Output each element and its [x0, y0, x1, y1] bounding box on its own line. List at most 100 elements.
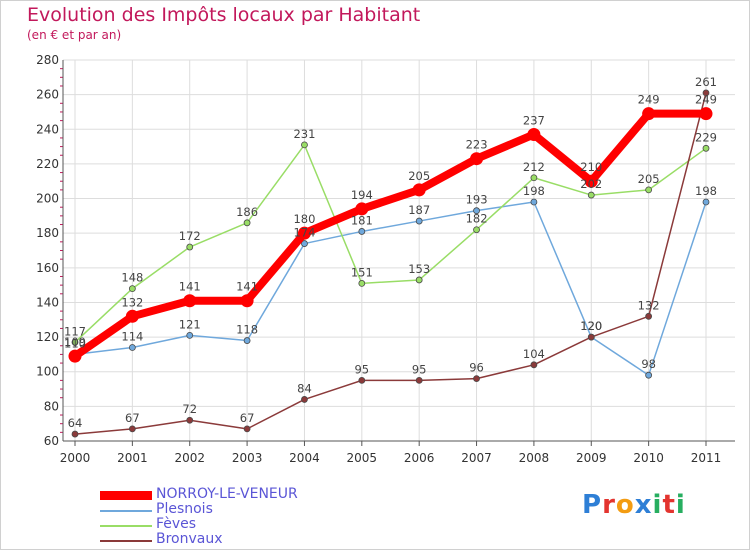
data-label: 186: [236, 205, 258, 219]
data-label: 84: [297, 381, 312, 395]
legend-item-plesnois: Plesnois: [100, 501, 360, 519]
x-tick-label: 2007: [461, 451, 492, 465]
series-line-3: [74, 92, 707, 435]
data-point: [243, 337, 251, 344]
x-tick-label: 2004: [289, 451, 320, 465]
y-tick-label: 100: [36, 365, 59, 379]
chart-title: Evolution des Impôts locaux par Habitant: [27, 4, 421, 26]
data-label: 198: [523, 184, 545, 198]
data-point: [186, 243, 194, 251]
data-label: 181: [351, 213, 373, 227]
data-label: 114: [121, 329, 143, 343]
data-point: [128, 425, 136, 433]
data-point: [702, 144, 710, 152]
data-point: [645, 186, 653, 194]
data-label: 67: [240, 411, 255, 425]
data-point: [584, 174, 598, 188]
data-label: 148: [121, 271, 143, 285]
data-label: 117: [64, 324, 86, 338]
data-point: [243, 425, 251, 433]
data-label: 141: [179, 280, 201, 294]
logo-letter: t: [662, 490, 676, 520]
data-point: [358, 228, 366, 235]
data-label: 132: [638, 298, 660, 312]
data-point: [183, 294, 197, 308]
data-point: [587, 333, 595, 341]
data-point: [128, 285, 136, 293]
data-label: 187: [408, 203, 430, 217]
data-point: [186, 331, 194, 339]
legend-label-norroy: NORROY-LE-VENEUR: [156, 486, 298, 502]
data-label: 141: [236, 280, 258, 294]
y-tick-label: 240: [36, 122, 59, 136]
data-label: 132: [121, 295, 143, 309]
logo-letter: r: [602, 490, 616, 520]
legend-label-bronvaux: Bronvaux: [156, 531, 223, 547]
data-label: 172: [179, 229, 201, 243]
data-label: 229: [695, 130, 717, 144]
data-label: 193: [466, 193, 488, 207]
data-label: 223: [466, 138, 488, 152]
y-tick-label: 180: [36, 226, 59, 240]
y-tick-label: 220: [36, 157, 59, 171]
data-label: 95: [354, 362, 369, 376]
logo-letter: i: [675, 490, 686, 520]
legend-item-norroy: NORROY-LE-VENEUR: [100, 486, 360, 504]
data-point: [645, 371, 653, 379]
data-point: [702, 89, 710, 97]
data-label: 202: [580, 177, 602, 191]
data-point: [128, 344, 136, 351]
legend-label-feves: Fèves: [156, 516, 197, 532]
legend-item-bronvaux: Bronvaux: [100, 531, 360, 549]
logo-letter: x: [634, 490, 653, 520]
logo-letter: P: [582, 490, 603, 520]
data-point: [71, 430, 79, 438]
data-label: 212: [523, 160, 545, 174]
logo-letter: i: [652, 490, 663, 520]
data-label: 121: [179, 317, 201, 331]
data-point: [243, 219, 251, 227]
data-point: [530, 198, 538, 206]
data-point: [297, 226, 311, 240]
data-point: [125, 309, 139, 323]
y-tick-label: 80: [44, 399, 59, 413]
data-label: 120: [580, 319, 602, 333]
data-label: 249: [638, 93, 660, 107]
data-label: 182: [466, 212, 488, 226]
data-point: [358, 280, 366, 287]
data-point: [587, 191, 595, 199]
data-label: 95: [412, 362, 427, 376]
legend-label-plesnois: Plesnois: [156, 501, 213, 517]
data-point: [702, 198, 710, 206]
data-point: [415, 376, 423, 384]
data-point: [301, 240, 308, 247]
data-point: [301, 396, 308, 403]
data-point: [645, 312, 653, 320]
legend-swatch-feves: [100, 525, 152, 527]
legend-swatch-plesnois: [100, 510, 152, 512]
data-label: 180: [293, 212, 315, 226]
data-label: 174: [293, 226, 315, 240]
legend: NORROY-LE-VENEUR Plesnois Fèves Bronvaux: [100, 486, 380, 549]
data-point: [530, 174, 538, 182]
legend-swatch-bronvaux: [100, 540, 152, 542]
data-point: [415, 276, 423, 284]
data-label: 151: [351, 265, 373, 279]
data-point: [301, 141, 308, 149]
x-tick-label: 2002: [174, 451, 205, 465]
x-tick-label: 2003: [232, 451, 263, 465]
legend-swatch-norroy: [100, 491, 152, 500]
y-tick-label: 200: [36, 192, 59, 206]
x-tick-label: 2006: [404, 451, 435, 465]
x-tick-label: 2005: [347, 451, 378, 465]
data-label: 194: [351, 188, 373, 202]
data-label: 261: [695, 75, 717, 89]
x-tick-label: 2010: [633, 451, 664, 465]
data-label: 110: [64, 336, 86, 350]
x-tick-label: 2009: [576, 451, 607, 465]
data-point: [358, 376, 366, 384]
data-point: [240, 294, 254, 308]
x-tick-label: 2011: [691, 451, 722, 465]
data-label: 231: [293, 127, 315, 141]
